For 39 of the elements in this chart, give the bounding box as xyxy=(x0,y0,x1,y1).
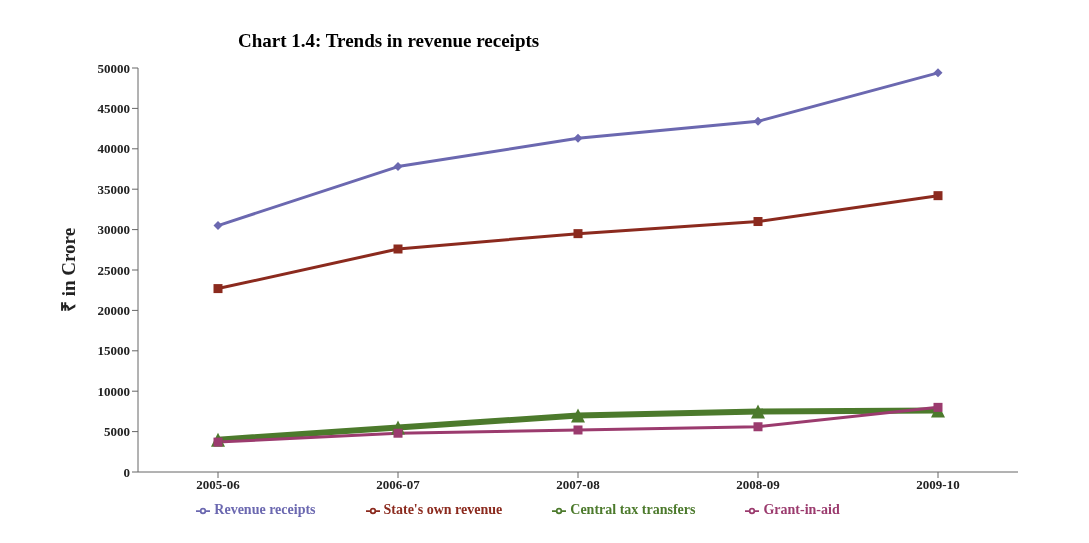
y-axis-title: ₹ in Crore xyxy=(57,227,79,313)
x-tick-label: 2006-07 xyxy=(376,477,421,493)
legend-label: Central tax transfers xyxy=(570,502,696,517)
y-tick-label: 5000 xyxy=(104,424,130,440)
y-tick-label: 45000 xyxy=(97,101,130,117)
legend-label: Revenue receipts xyxy=(214,502,316,517)
point xyxy=(573,133,583,143)
x-tick-label: 2008-09 xyxy=(736,477,781,493)
point xyxy=(571,408,585,423)
y-tick-label: 35000 xyxy=(97,181,130,197)
point xyxy=(753,116,763,126)
y-tick-label: 10000 xyxy=(97,383,130,399)
x-tick-label: 2005-06 xyxy=(196,477,241,493)
legend-label: Grant-in-aid xyxy=(763,502,840,517)
point xyxy=(213,284,223,294)
point xyxy=(573,229,583,239)
x-tick-label: 2007-08 xyxy=(556,477,601,493)
point xyxy=(933,191,943,201)
point xyxy=(933,402,943,412)
point xyxy=(213,221,223,231)
y-tick-label: 30000 xyxy=(97,222,130,238)
legend-label: State's own revenue xyxy=(383,502,503,517)
chart-title: Chart 1.4: Trends in revenue receipts xyxy=(237,29,541,53)
y-tick-label: 50000 xyxy=(97,60,130,76)
point xyxy=(751,404,765,419)
y-tick-label: 40000 xyxy=(97,141,130,157)
x-tick-label: 2009-10 xyxy=(916,477,960,493)
point xyxy=(393,244,403,254)
y-tick-label: 20000 xyxy=(97,303,130,319)
point xyxy=(753,217,763,227)
y-tick-label: 25000 xyxy=(97,262,130,278)
y-tick-label: 15000 xyxy=(97,343,130,359)
y-tick-label: 0 xyxy=(123,464,130,480)
point xyxy=(213,437,223,447)
point xyxy=(753,422,763,432)
point xyxy=(573,425,583,435)
point xyxy=(393,428,403,438)
point xyxy=(393,162,403,172)
point xyxy=(933,68,943,78)
